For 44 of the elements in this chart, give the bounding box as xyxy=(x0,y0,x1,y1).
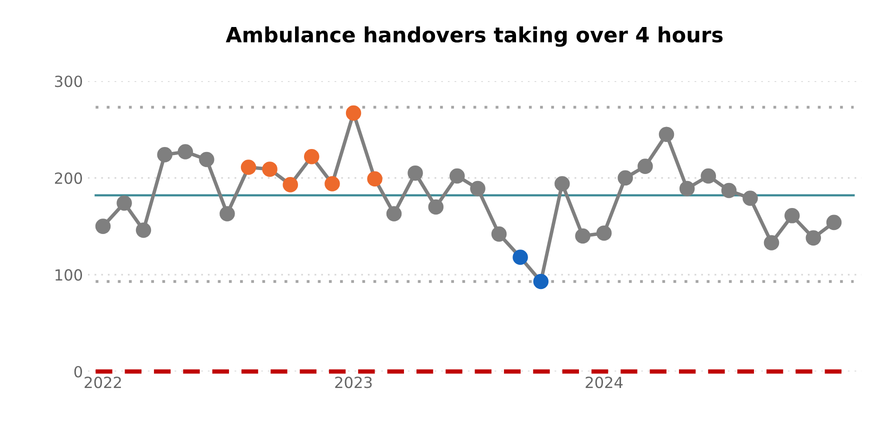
point xyxy=(806,230,822,246)
chart-title: Ambulance handovers taking over 4 hours xyxy=(226,26,723,47)
point xyxy=(679,180,695,196)
point xyxy=(262,162,278,177)
point xyxy=(240,160,256,175)
point xyxy=(408,165,423,181)
point xyxy=(512,250,528,265)
point xyxy=(491,226,507,242)
point xyxy=(721,182,737,198)
x-tick-label: 2023 xyxy=(335,376,372,388)
x-tick-label: 2024 xyxy=(586,376,623,388)
point xyxy=(282,177,298,192)
y-tick-label: 100 xyxy=(56,269,82,281)
point xyxy=(346,105,362,121)
point xyxy=(784,208,800,224)
y-tick-label: 0 xyxy=(74,366,82,378)
point xyxy=(618,170,633,186)
point xyxy=(764,235,780,250)
point xyxy=(450,168,465,184)
point xyxy=(638,158,653,174)
point xyxy=(178,144,193,160)
point xyxy=(95,218,111,234)
point xyxy=(220,206,235,222)
point xyxy=(470,180,486,196)
point xyxy=(700,168,716,184)
point xyxy=(324,176,340,192)
point xyxy=(116,195,132,211)
point xyxy=(386,206,402,222)
point xyxy=(658,126,674,142)
point xyxy=(554,176,570,192)
y-tick-label: 200 xyxy=(54,172,82,184)
point xyxy=(826,214,842,230)
point xyxy=(199,152,214,168)
y-tick-label: 300 xyxy=(55,76,82,88)
point xyxy=(428,199,444,215)
point xyxy=(533,274,549,290)
point xyxy=(367,171,382,187)
point xyxy=(157,147,172,162)
point xyxy=(596,225,612,241)
point xyxy=(136,222,152,238)
point xyxy=(575,228,590,244)
point xyxy=(304,148,320,164)
x-tick-label: 2022 xyxy=(84,376,121,388)
point xyxy=(742,190,758,206)
